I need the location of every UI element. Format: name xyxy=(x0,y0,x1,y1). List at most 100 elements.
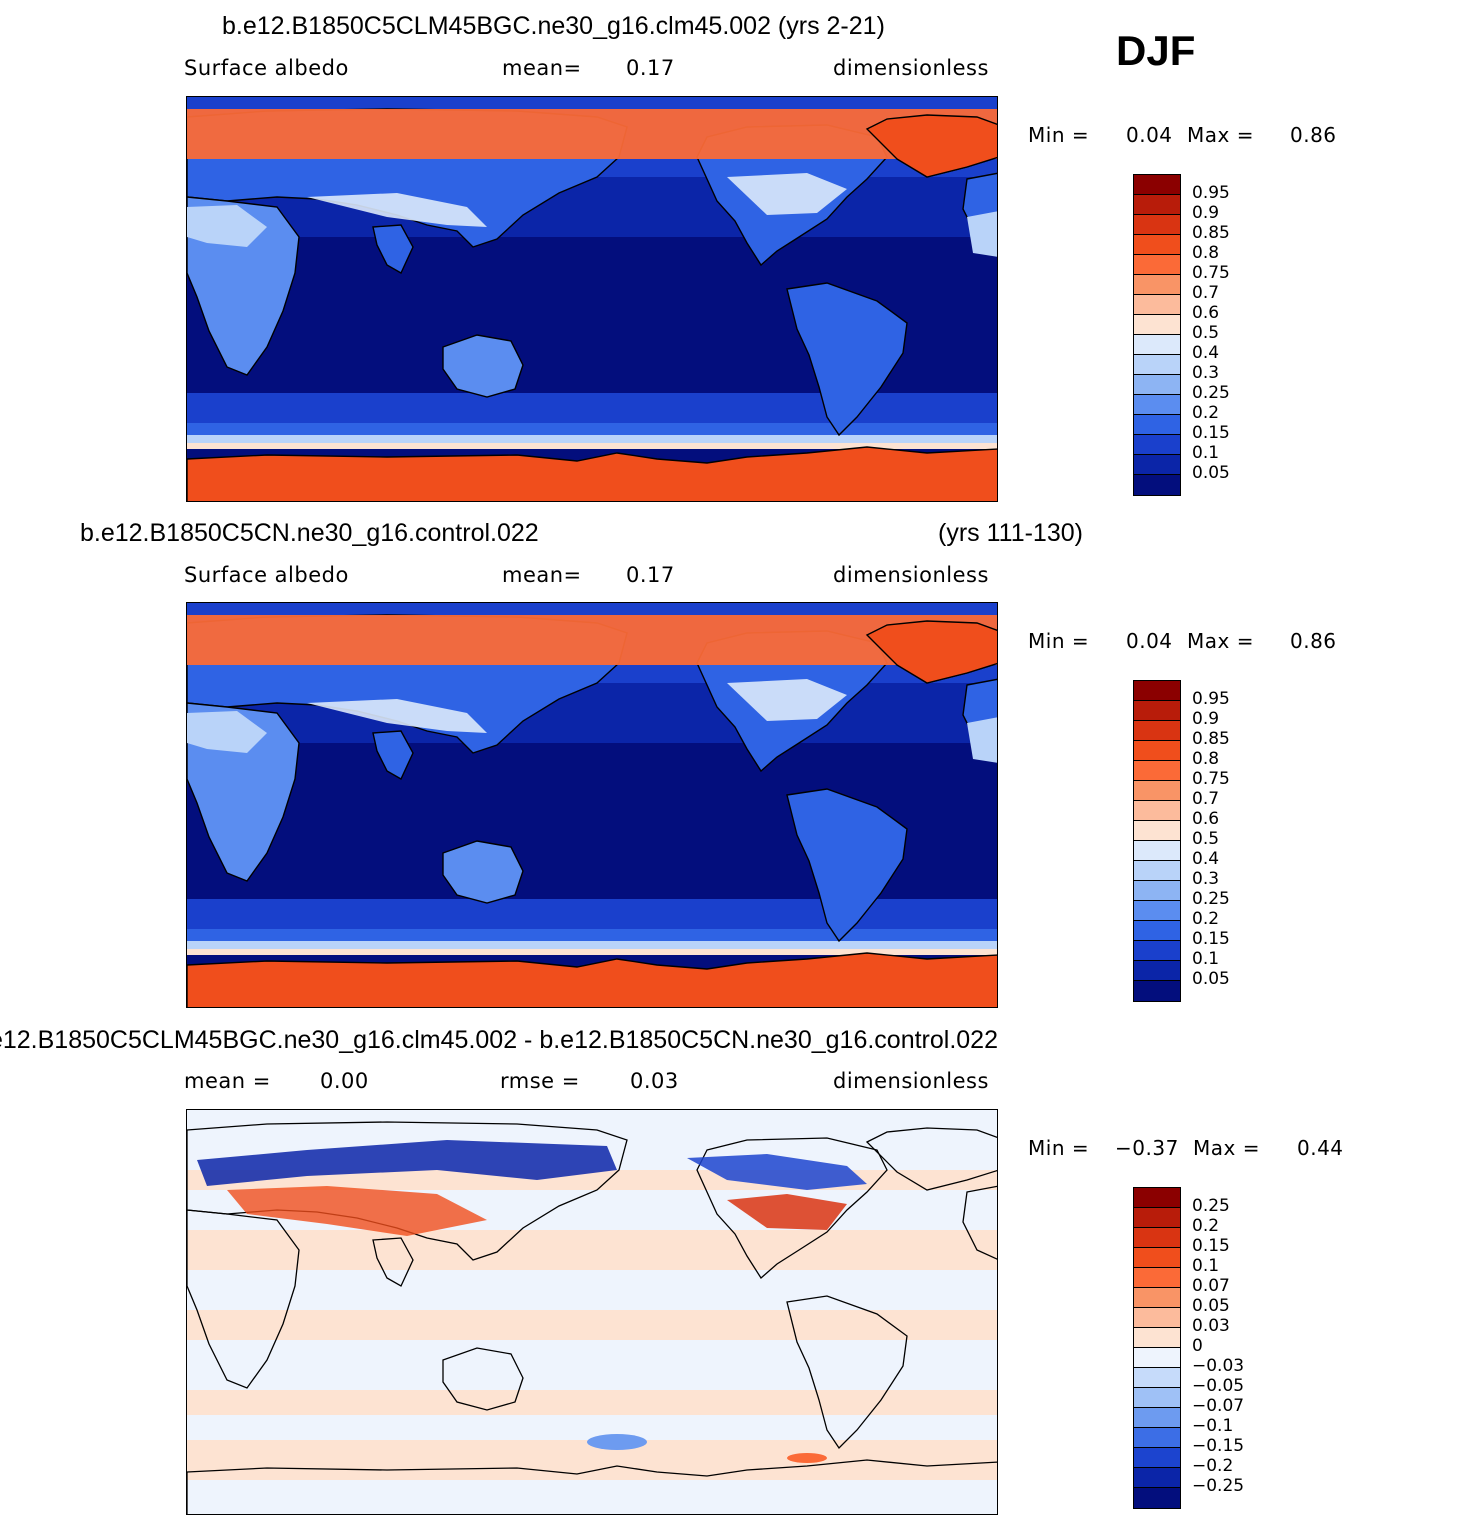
colorbar-label: 0.6 xyxy=(1192,303,1220,323)
colorbar-label: 0.2 xyxy=(1192,1216,1220,1236)
colorbar-label: 0.3 xyxy=(1192,363,1220,383)
panel2-max-label: Max = xyxy=(1187,629,1254,653)
colorbar-segment xyxy=(1134,961,1180,981)
colorbar-segment xyxy=(1134,761,1180,781)
panel3-mean-label: mean = xyxy=(184,1069,271,1093)
colorbar-segment xyxy=(1134,681,1180,701)
colorbar-label: 0.85 xyxy=(1192,729,1230,749)
panel2-years: (yrs 111-130) xyxy=(938,519,1083,547)
samerica-landmass xyxy=(786,788,908,943)
colorbar-segment xyxy=(1134,235,1180,255)
colorbar-segment xyxy=(1134,175,1180,195)
diff-positive-antarctic-spot xyxy=(787,1453,827,1463)
snow-cover-north xyxy=(187,615,997,665)
colorbar-segment xyxy=(1134,841,1180,861)
panel3-max-label: Max = xyxy=(1193,1136,1260,1160)
diff-negative-antarctic-spot xyxy=(587,1434,647,1450)
season-label: DJF xyxy=(1116,27,1196,74)
asia-snow-patch xyxy=(307,699,487,733)
ocean-band-southern xyxy=(187,423,997,437)
colorbar-segment xyxy=(1134,1188,1180,1208)
sahara-bright xyxy=(187,711,267,753)
colorbar-segment xyxy=(1134,455,1180,475)
colorbar-label: 0.25 xyxy=(1192,383,1230,403)
panel3-units: dimensionless xyxy=(833,1069,989,1093)
india-outline xyxy=(372,1237,414,1287)
panel1-mean-label: mean= xyxy=(502,56,582,80)
colorbar-segment xyxy=(1134,1328,1180,1348)
colorbar-label: 0.15 xyxy=(1192,1236,1230,1256)
diff-negative-eurasia xyxy=(197,1140,617,1186)
colorbar-label: 0.5 xyxy=(1192,829,1220,849)
australia-outline xyxy=(442,1347,524,1411)
colorbar-segment xyxy=(1134,1268,1180,1288)
colorbar-label: 0.25 xyxy=(1192,1196,1230,1216)
panel1-title: b.e12.B1850C5CLM45BGC.ne30_g16.clm45.002… xyxy=(222,12,885,40)
colorbar-label: 0.85 xyxy=(1192,223,1230,243)
panel1-map-field xyxy=(187,97,997,501)
colorbar-segment xyxy=(1134,1368,1180,1388)
panel3-colorbar xyxy=(1133,1187,1181,1509)
colorbar-label: 0.95 xyxy=(1192,183,1230,203)
antarctica-outline xyxy=(187,1459,997,1514)
antarctica-landmass xyxy=(187,446,997,501)
colorbar-label: 0.9 xyxy=(1192,203,1220,223)
colorbar-segment xyxy=(1134,861,1180,881)
colorbar-segment xyxy=(1134,415,1180,435)
colorbar-segment xyxy=(1134,921,1180,941)
diff-positive-band xyxy=(187,1390,997,1415)
australia-landmass xyxy=(442,840,524,904)
panel1-units: dimensionless xyxy=(833,56,989,80)
colorbar-segment xyxy=(1134,475,1180,495)
colorbar-label: 0.2 xyxy=(1192,403,1220,423)
greenland-outline xyxy=(865,1127,997,1191)
colorbar-segment xyxy=(1134,335,1180,355)
colorbar-label: 0.7 xyxy=(1192,283,1220,303)
colorbar-label: 0.05 xyxy=(1192,969,1230,989)
colorbar-segment xyxy=(1134,1448,1180,1468)
colorbar-label: 0.8 xyxy=(1192,243,1220,263)
colorbar-label: 0 xyxy=(1192,1336,1203,1356)
panel1-max-label: Max = xyxy=(1187,123,1254,147)
colorbar-segment xyxy=(1134,781,1180,801)
sea-ice-band xyxy=(187,949,997,955)
sahara-bright xyxy=(187,205,267,247)
india-landmass xyxy=(372,730,414,780)
colorbar-segment xyxy=(1134,295,1180,315)
colorbar-label: 0.05 xyxy=(1192,463,1230,483)
panel1-variable: Surface albedo xyxy=(184,56,349,80)
colorbar-label: −0.15 xyxy=(1192,1436,1245,1456)
panel1-mean-value: 0.17 xyxy=(626,56,675,80)
colorbar-segment xyxy=(1134,701,1180,721)
colorbar-label: 0.4 xyxy=(1192,343,1220,363)
panel2-max-value: 0.86 xyxy=(1290,629,1337,653)
colorbar-segment xyxy=(1134,801,1180,821)
colorbar-segment xyxy=(1134,941,1180,961)
colorbar-label: 0.03 xyxy=(1192,1316,1230,1336)
sahara-west-bright xyxy=(967,717,997,763)
colorbar-segment xyxy=(1134,1388,1180,1408)
colorbar-segment xyxy=(1134,315,1180,335)
panel2-mean-value: 0.17 xyxy=(626,563,675,587)
colorbar-segment xyxy=(1134,195,1180,215)
panel3-min-value: −0.37 xyxy=(1115,1136,1179,1160)
colorbar-label: 0.07 xyxy=(1192,1276,1230,1296)
colorbar-label: 0.15 xyxy=(1192,929,1230,949)
panel1-min-label: Min = xyxy=(1028,123,1090,147)
panel2-map xyxy=(186,602,998,1008)
colorbar-segment xyxy=(1134,215,1180,235)
namerica-outline xyxy=(696,1137,888,1279)
colorbar-segment xyxy=(1134,1408,1180,1428)
colorbar-label: 0.15 xyxy=(1192,423,1230,443)
diff-positive-asia xyxy=(227,1186,487,1236)
colorbar-label: 0.6 xyxy=(1192,809,1220,829)
diff-positive-band xyxy=(187,1230,997,1270)
namerica-snow-patch xyxy=(727,173,847,215)
colorbar-segment xyxy=(1134,981,1180,1001)
colorbar-label: 0.75 xyxy=(1192,769,1230,789)
colorbar-segment xyxy=(1134,375,1180,395)
colorbar-label: 0.8 xyxy=(1192,749,1220,769)
colorbar-segment xyxy=(1134,901,1180,921)
sea-ice-edge xyxy=(187,435,997,445)
